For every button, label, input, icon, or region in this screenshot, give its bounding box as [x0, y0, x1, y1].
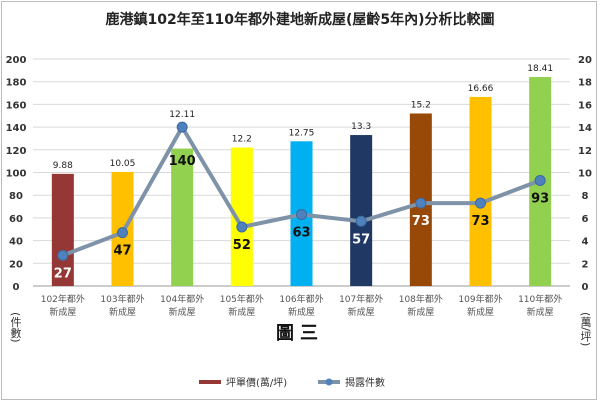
- line-marker: [236, 221, 248, 233]
- x-tick-label: 新成屋: [527, 306, 554, 318]
- legend-line-marker: [325, 378, 333, 386]
- line-marker: [534, 174, 546, 186]
- line-marker: [57, 249, 69, 261]
- x-tick-label: 新成屋: [467, 306, 494, 318]
- line-data-label: 140: [169, 154, 196, 169]
- right-tick-label: 10: [578, 169, 592, 180]
- x-tick-label: 新成屋: [407, 306, 434, 318]
- left-tick-label: 100: [6, 169, 27, 180]
- line-data-label: 47: [113, 244, 131, 259]
- left-tick-label: 20: [9, 259, 23, 270]
- right-tick-label: 8: [582, 191, 589, 202]
- line-marker: [296, 208, 307, 220]
- x-tick-label: 110年都外: [518, 293, 562, 305]
- right-tick-label: 18: [578, 78, 592, 89]
- right-axis-title: (萬/坪): [579, 312, 592, 347]
- left-tick-label: 200: [6, 55, 27, 66]
- x-tick-label: 109年都外: [458, 293, 502, 305]
- left-tick-label: 40: [9, 237, 23, 248]
- line-marker: [117, 227, 128, 239]
- x-tick-label: 新成屋: [228, 306, 255, 318]
- x-tick-label: 106年都外: [279, 293, 323, 305]
- x-tick-label: 103年都外: [100, 293, 144, 305]
- line-data-label: 93: [531, 191, 549, 206]
- bar-data-label: 18.41: [527, 64, 553, 74]
- bar: [51, 173, 74, 286]
- legend-line-label: 揭露件數: [345, 376, 385, 389]
- bar-data-label: 10.05: [110, 159, 136, 169]
- right-tick-label: 6: [582, 214, 589, 225]
- x-tick-label: 新成屋: [348, 306, 375, 318]
- x-tick-label: 108年都外: [399, 293, 443, 305]
- legend-bar-swatch: [199, 380, 221, 384]
- right-tick-label: 20: [578, 55, 592, 66]
- x-tick-label: 107年都外: [339, 293, 383, 305]
- left-tick-label: 180: [6, 78, 27, 89]
- line-data-label: 73: [412, 214, 430, 229]
- bar: [171, 148, 194, 286]
- right-tick-label: 14: [578, 123, 592, 134]
- bar-data-label: 12.11: [169, 110, 195, 120]
- left-tick-label: 120: [6, 146, 27, 157]
- bar-data-label: 15.2: [411, 100, 431, 110]
- right-tick-label: 0: [582, 282, 589, 293]
- line-data-label: 63: [292, 225, 310, 240]
- right-tick-label: 2: [582, 259, 589, 270]
- chart-subtitle: 圖三: [276, 323, 324, 344]
- x-tick-label: 新成屋: [109, 306, 136, 318]
- right-tick-label: 16: [578, 100, 592, 111]
- bar: [469, 96, 492, 286]
- line-marker: [355, 215, 367, 227]
- right-tick-label: 4: [582, 237, 589, 248]
- right-tick-label: 12: [578, 146, 592, 157]
- legend-bar-label: 坪單價(萬/坪): [226, 376, 287, 389]
- legend: 坪單價(萬/坪) 揭露件數: [199, 376, 385, 389]
- line-data-label: 27: [54, 266, 72, 281]
- left-tick-label: 60: [9, 214, 23, 225]
- left-tick-label: 80: [9, 191, 23, 202]
- line-marker: [475, 197, 486, 209]
- bar: [230, 147, 253, 286]
- bar-data-label: 12.75: [289, 128, 315, 138]
- left-tick-label: 0: [13, 282, 20, 293]
- chart-title: 鹿港鎮102年至110年都外建地新成屋(屋齡5年內)分析比較圖: [105, 11, 495, 28]
- x-tick-label: 新成屋: [169, 306, 196, 318]
- bar: [350, 135, 373, 286]
- line-data-label: 57: [352, 232, 370, 247]
- line-data-label: 73: [471, 214, 489, 229]
- line-marker: [415, 197, 427, 209]
- bar-data-label: 13.3: [351, 122, 371, 132]
- x-tick-label: 105年都外: [220, 293, 264, 305]
- left-tick-label: 140: [6, 123, 27, 134]
- left-tick-label: 160: [6, 100, 27, 111]
- line-data-label: 52: [233, 238, 251, 253]
- x-tick-label: 新成屋: [288, 306, 315, 318]
- bar-data-label: 9.88: [53, 161, 73, 171]
- left-axis-title: (件數): [9, 312, 22, 343]
- x-tick-label: 新成屋: [49, 306, 76, 318]
- line-marker: [176, 121, 188, 133]
- x-tick-label: 102年都外: [41, 293, 85, 305]
- bar-data-label: 12.2: [232, 135, 252, 145]
- x-tick-label: 104年都外: [160, 293, 204, 305]
- bar-data-label: 16.66: [468, 84, 494, 94]
